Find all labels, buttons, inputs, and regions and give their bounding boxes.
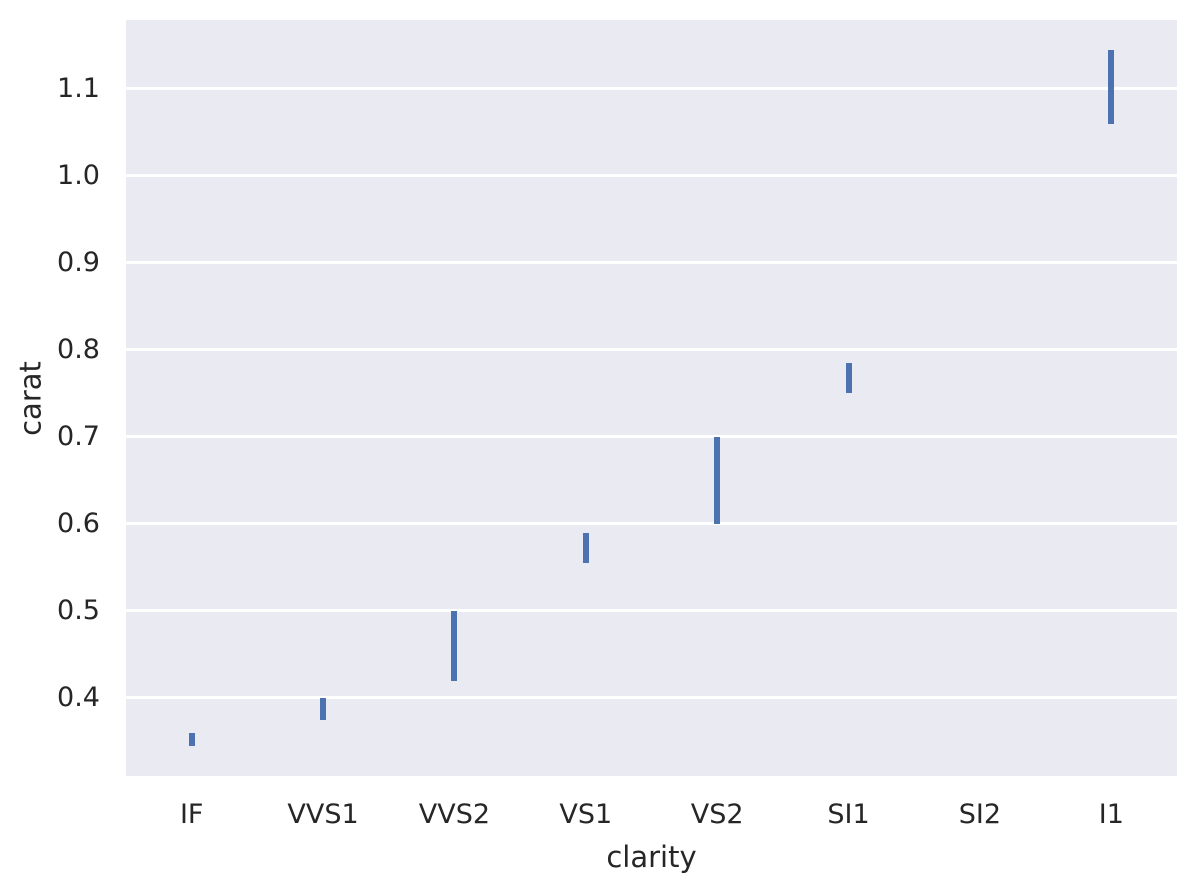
x-axis-label: clarity bbox=[606, 840, 697, 874]
y-tick-label: 0.8 bbox=[57, 334, 100, 366]
y-tick-label: 0.6 bbox=[57, 508, 100, 540]
gridline-y-1.1 bbox=[126, 87, 1177, 91]
range-bar-si1 bbox=[845, 363, 852, 394]
x-tick-label-i1: I1 bbox=[1098, 799, 1124, 830]
x-tick-label-si1: SI1 bbox=[827, 799, 870, 830]
gridline-y-0.8 bbox=[126, 348, 1177, 352]
range-bar-if bbox=[188, 732, 195, 746]
plot-area bbox=[126, 20, 1177, 776]
x-tick-label-vvs2: VVS2 bbox=[418, 799, 491, 830]
range-bar-vs2 bbox=[714, 436, 721, 524]
y-tick-label: 1.1 bbox=[57, 73, 100, 105]
range-bar-vvs1 bbox=[320, 697, 327, 720]
gridline-y-0.5 bbox=[126, 609, 1177, 613]
y-tick-label: 1.0 bbox=[57, 160, 100, 192]
gridline-y-0.9 bbox=[126, 261, 1177, 265]
range-bar-vs1 bbox=[582, 532, 589, 564]
gridline-y-0.4 bbox=[126, 696, 1177, 700]
y-tick-label: 0.9 bbox=[57, 247, 100, 279]
gridline-y-0.7 bbox=[126, 435, 1177, 439]
gridline-y-0.6 bbox=[126, 522, 1177, 526]
y-tick-label: 0.7 bbox=[57, 421, 100, 453]
gridline-y-1.0 bbox=[126, 174, 1177, 178]
x-tick-label-vs1: VS1 bbox=[559, 799, 613, 830]
range-bar-vvs2 bbox=[451, 610, 458, 681]
x-tick-label-si2: SI2 bbox=[958, 799, 1002, 830]
x-tick-label-vvs1: VVS1 bbox=[287, 799, 359, 830]
x-tick-label-if: IF bbox=[179, 799, 204, 830]
x-tick-label-vs2: VS2 bbox=[690, 799, 744, 830]
range-bar-i1 bbox=[1108, 49, 1115, 124]
y-tick-label: 0.5 bbox=[57, 595, 100, 627]
y-tick-label: 0.4 bbox=[57, 682, 100, 714]
